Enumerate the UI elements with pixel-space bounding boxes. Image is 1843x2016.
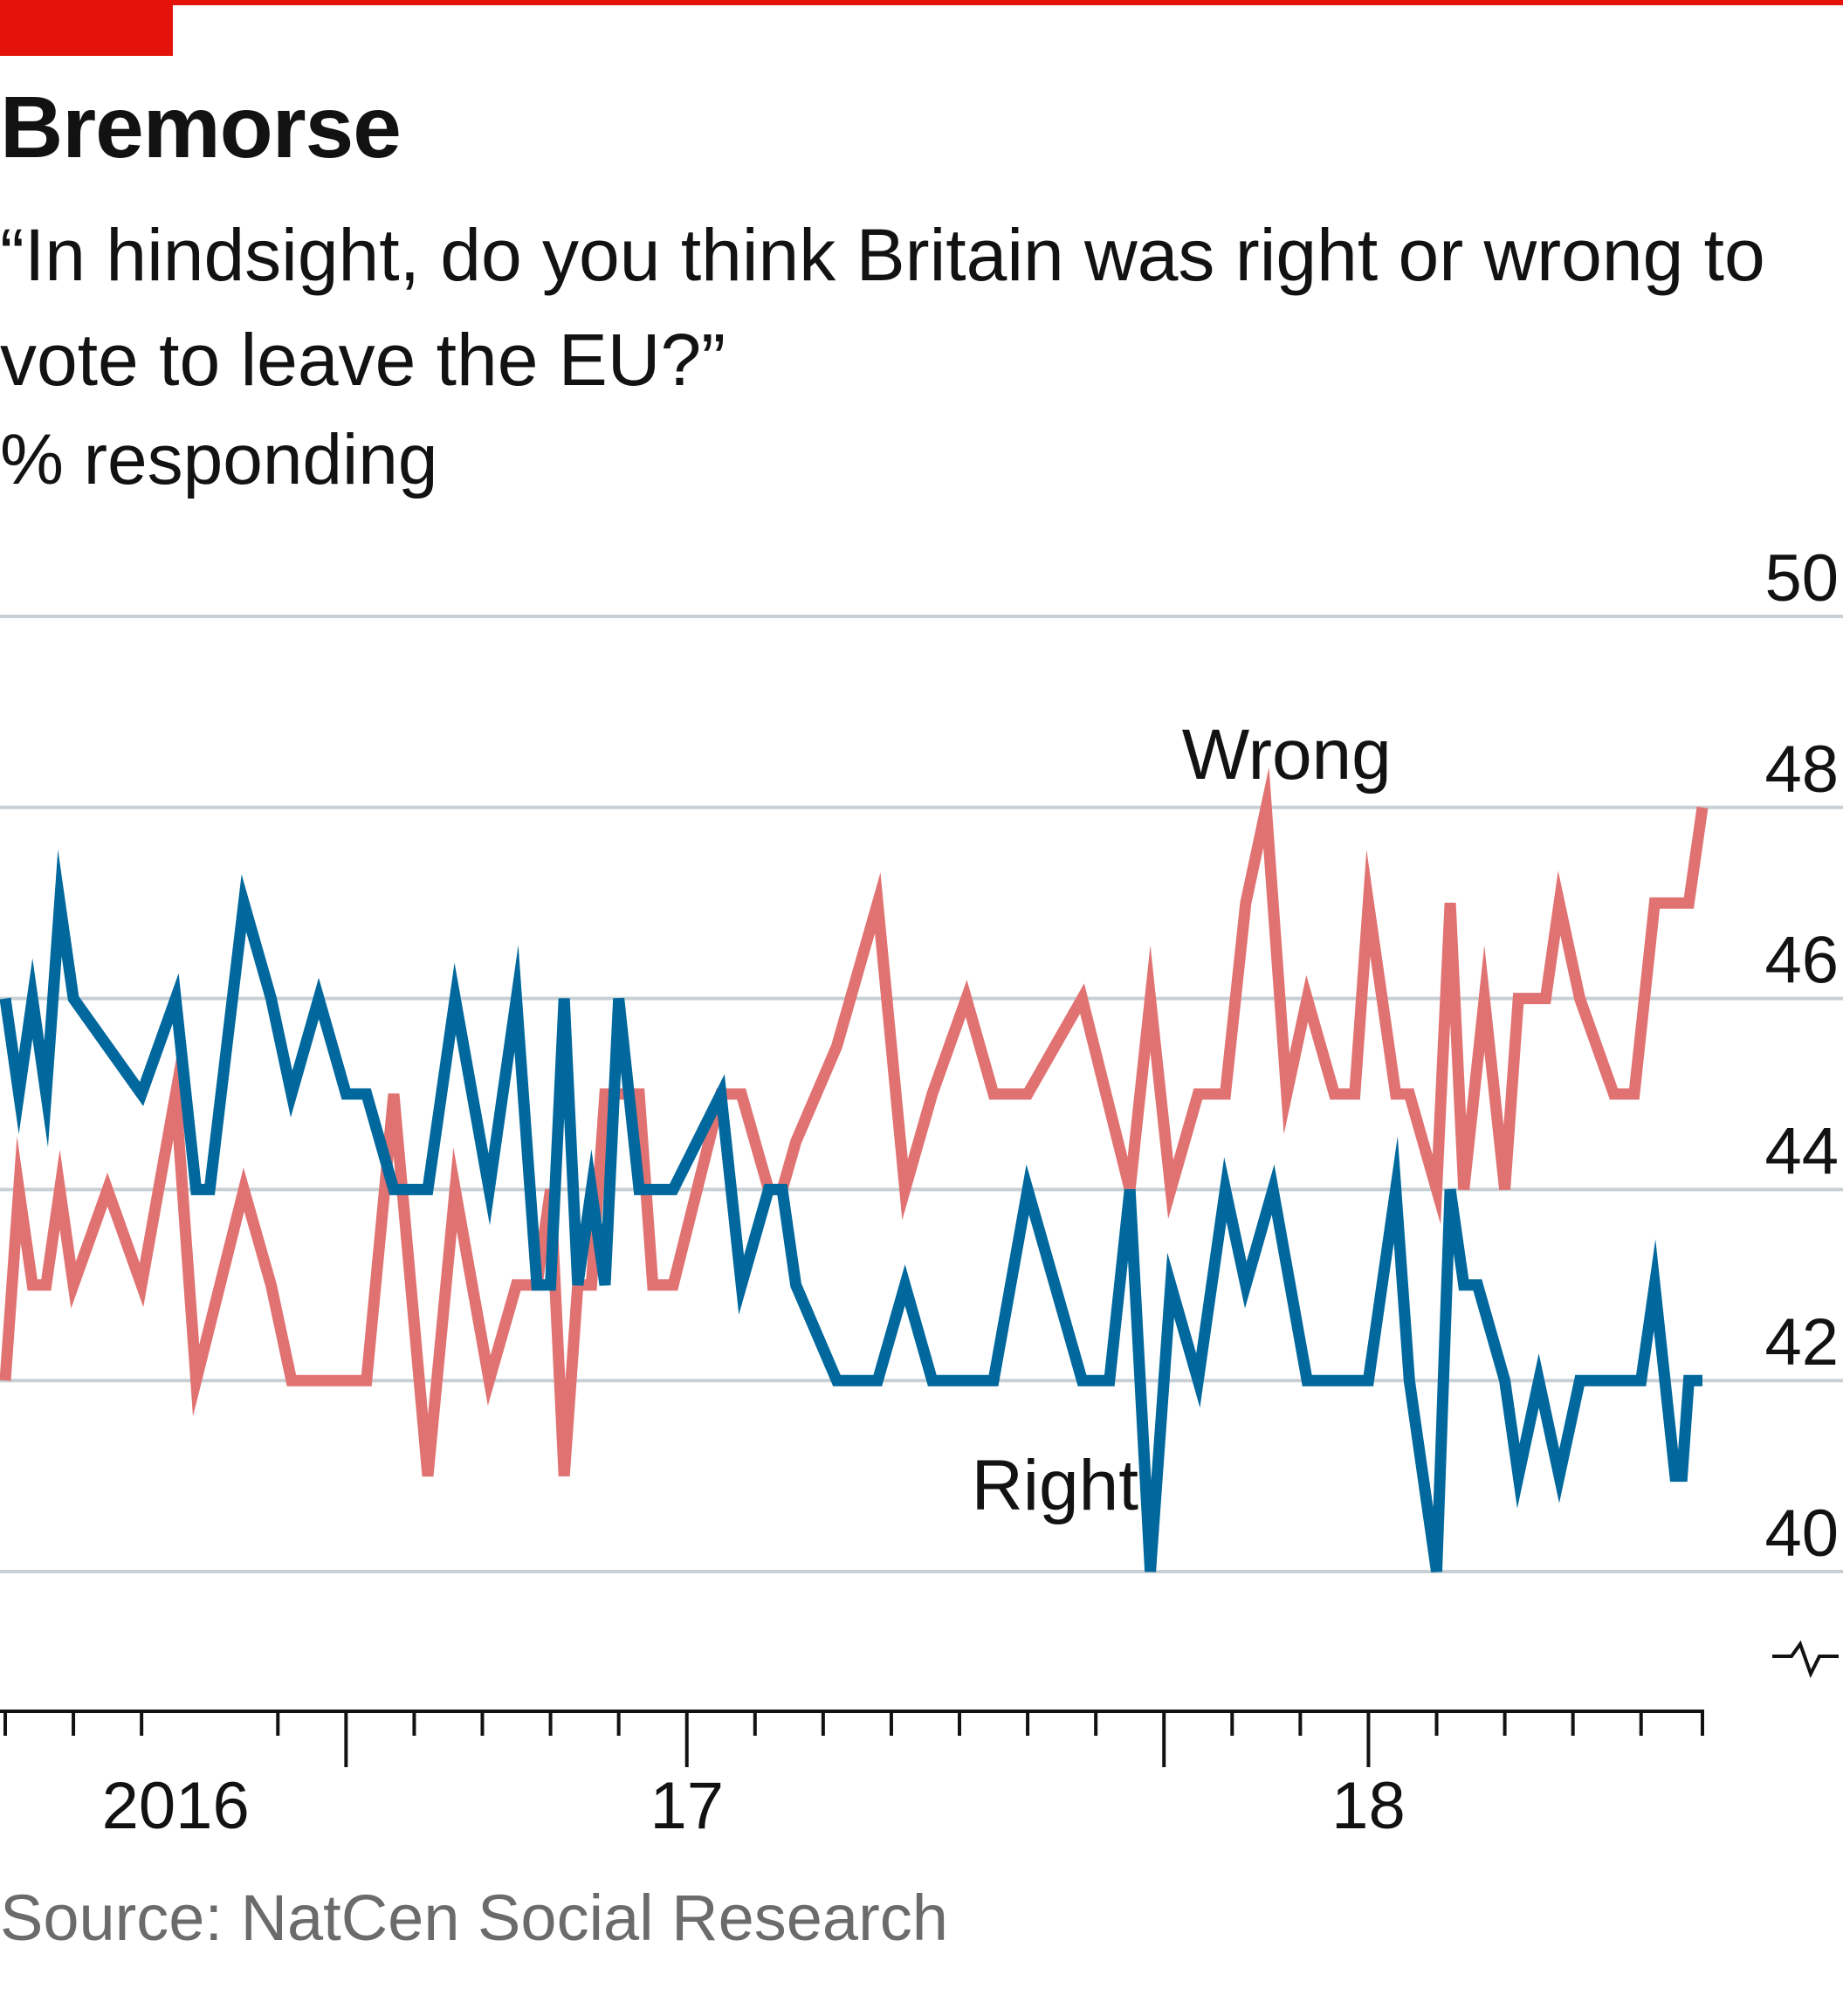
top-red-tag <box>0 0 173 56</box>
y-tick-label-42: 42 <box>1764 1305 1839 1380</box>
unit-label: % responding <box>0 420 438 499</box>
y-tick-label-40: 40 <box>1764 1497 1839 1571</box>
series-line-wrong <box>0 767 1709 1477</box>
axis-break-icon <box>1772 1640 1839 1679</box>
y-tick-label-50: 50 <box>1764 541 1839 616</box>
chart-title: Bremorse <box>0 79 402 176</box>
y-tick-label-48: 48 <box>1764 733 1839 807</box>
series-labels: Wrong Right <box>972 715 1392 1525</box>
y-tick-label-46: 46 <box>1764 924 1839 998</box>
top-red-rule <box>0 0 1843 5</box>
chart-subtitle: “In hindsight, do you think Britain was … <box>0 214 1765 401</box>
x-tick-label-2016: 2016 <box>102 1769 250 1843</box>
series-label-right: Right <box>972 1446 1139 1525</box>
x-tick-label-17: 17 <box>650 1769 724 1843</box>
y-tick-label-44: 44 <box>1764 1114 1839 1188</box>
axis-break-icon <box>1772 1640 1839 1679</box>
series-line-right <box>0 850 1702 1572</box>
y-axis-labels: 40 42 44 46 48 50 <box>1764 541 1839 1571</box>
series-lines <box>0 767 1709 1572</box>
source-note: Source: NatCen Social Research <box>0 1882 948 1954</box>
x-axis: 2016 17 18 <box>0 1710 1704 1843</box>
x-tick-label-18: 18 <box>1331 1769 1406 1843</box>
series-label-wrong: Wrong <box>1182 715 1392 795</box>
